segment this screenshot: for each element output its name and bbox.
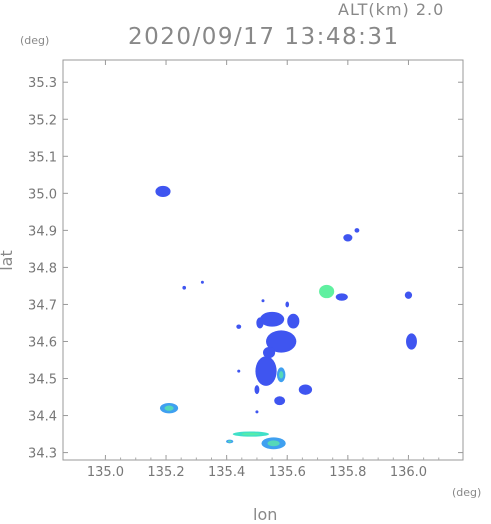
lat-tick-label: 35.1 [28,150,57,165]
echo-cell [335,293,348,301]
echo-cell [406,333,417,350]
echo-cell [274,396,286,406]
echo-cell [404,291,413,299]
echo-cell [256,317,264,329]
echo-cell [259,311,285,327]
lon-tick-label: 136.0 [390,465,427,480]
echo-core [267,440,280,447]
echo-core [241,432,260,436]
lat-unit-label: (deg) [20,34,50,47]
lat-tick-label: 35.3 [28,76,57,91]
echo-cell [182,285,187,290]
echo-cell [261,299,265,303]
echo-cell [255,356,277,386]
echo-cell [155,185,171,198]
echo-core [164,405,174,411]
echo-core [227,440,232,443]
echo-cell [254,385,260,395]
lat-tick-label: 34.7 [28,298,57,313]
echo-cell [200,280,204,284]
lat-tick-label: 34.8 [28,261,57,276]
echo-core [322,288,331,295]
echo-cell [255,410,259,414]
lon-axis-title: lon [253,505,278,524]
lat-tick-label: 35.0 [28,187,57,202]
lon-unit-label: (deg) [452,486,482,499]
lon-tick-label: 135.0 [87,465,124,480]
echo-cell [343,234,353,242]
lat-tick-label: 34.6 [28,335,57,350]
echo-layer [155,185,417,450]
echo-cell [236,324,242,329]
lat-tick-label: 34.4 [28,410,57,425]
echo-cell [298,384,313,395]
lat-tick-label: 34.3 [28,447,57,462]
axis-ticks: 135.0 135.2 135.4 135.6 135.8 136.0 34.3 34.4 34… [28,60,463,480]
lat-tick-label: 34.9 [28,224,57,239]
altitude-label: ALT(km) 2.0 [338,0,445,19]
echo-cell [237,369,241,373]
echo-cell [266,330,297,353]
echo-core [279,371,284,379]
lon-tick-label: 135.2 [147,465,184,480]
lat-tick-label: 35.2 [28,113,57,128]
lat-tick-label: 34.5 [28,373,57,388]
echo-cell [354,228,360,233]
lon-tick-label: 135.8 [329,465,366,480]
scan-timestamp: 2020/09/17 13:48:31 [128,24,400,50]
echo-cell [285,301,290,308]
echo-cell [287,313,300,329]
lon-tick-label: 135.6 [269,465,306,480]
map-frame [62,59,464,461]
lon-tick-label: 135.4 [208,465,245,480]
echo-cell [263,347,276,359]
